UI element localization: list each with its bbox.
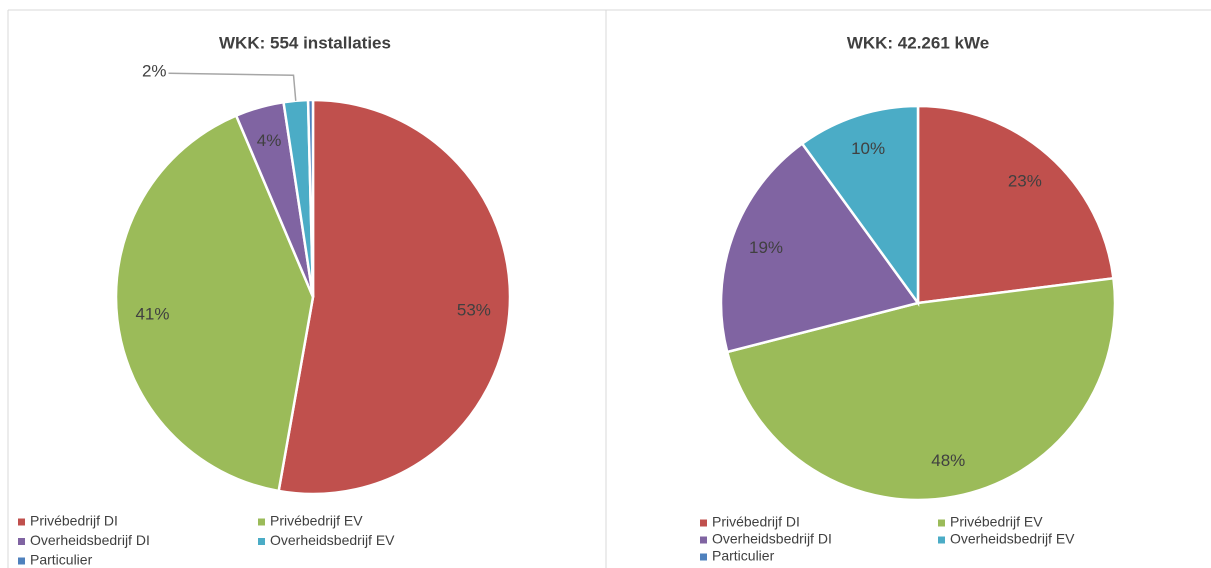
legend-swatch: [18, 538, 25, 545]
data-label: 23%: [1008, 171, 1042, 190]
data-label: 10%: [851, 139, 885, 158]
legend-label: Privébedrijf EV: [950, 514, 1043, 530]
pie-slice: [800, 104, 920, 307]
pie-slice: [916, 104, 1115, 305]
legend-swatch: [938, 519, 945, 527]
legend-label: Particulier: [712, 548, 775, 564]
legend-swatch: [700, 519, 707, 527]
pie-slice: [277, 98, 512, 496]
legend-label: Overheidsbedrijf EV: [270, 532, 395, 548]
data-label: 4%: [257, 131, 282, 150]
legend-swatch: [18, 518, 25, 526]
pie-slice: [306, 98, 315, 298]
data-label: 41%: [135, 305, 169, 324]
data-label: 2%: [142, 62, 167, 81]
legend-label: Overheidsbedrijf DI: [712, 531, 832, 547]
pie-slice: [114, 113, 315, 493]
legend-swatch: [700, 553, 707, 561]
legend-swatch: [700, 536, 707, 544]
legend-swatch: [18, 557, 25, 565]
pie-slice: [725, 276, 1117, 502]
legend-label: Overheidsbedrijf EV: [950, 531, 1075, 547]
pie-slice: [719, 141, 921, 354]
legend-label: Privébedrijf DI: [712, 514, 800, 530]
legend-swatch: [258, 518, 265, 526]
legend-swatch: [258, 538, 265, 545]
data-label: 53%: [457, 301, 491, 320]
chart-title: WKK: 554 installaties: [219, 33, 391, 52]
legend-label: Privébedrijf DI: [30, 513, 118, 529]
legend-label: Privébedrijf EV: [270, 513, 363, 529]
legend-label: Particulier: [30, 552, 93, 568]
legend-label: Overheidsbedrijf DI: [30, 532, 150, 548]
data-label: 19%: [749, 238, 783, 257]
leader-line: [168, 72, 297, 101]
data-label: 48%: [931, 451, 965, 470]
legend-swatch: [938, 536, 945, 544]
chart-title: WKK: 42.261 kWe: [847, 33, 989, 52]
